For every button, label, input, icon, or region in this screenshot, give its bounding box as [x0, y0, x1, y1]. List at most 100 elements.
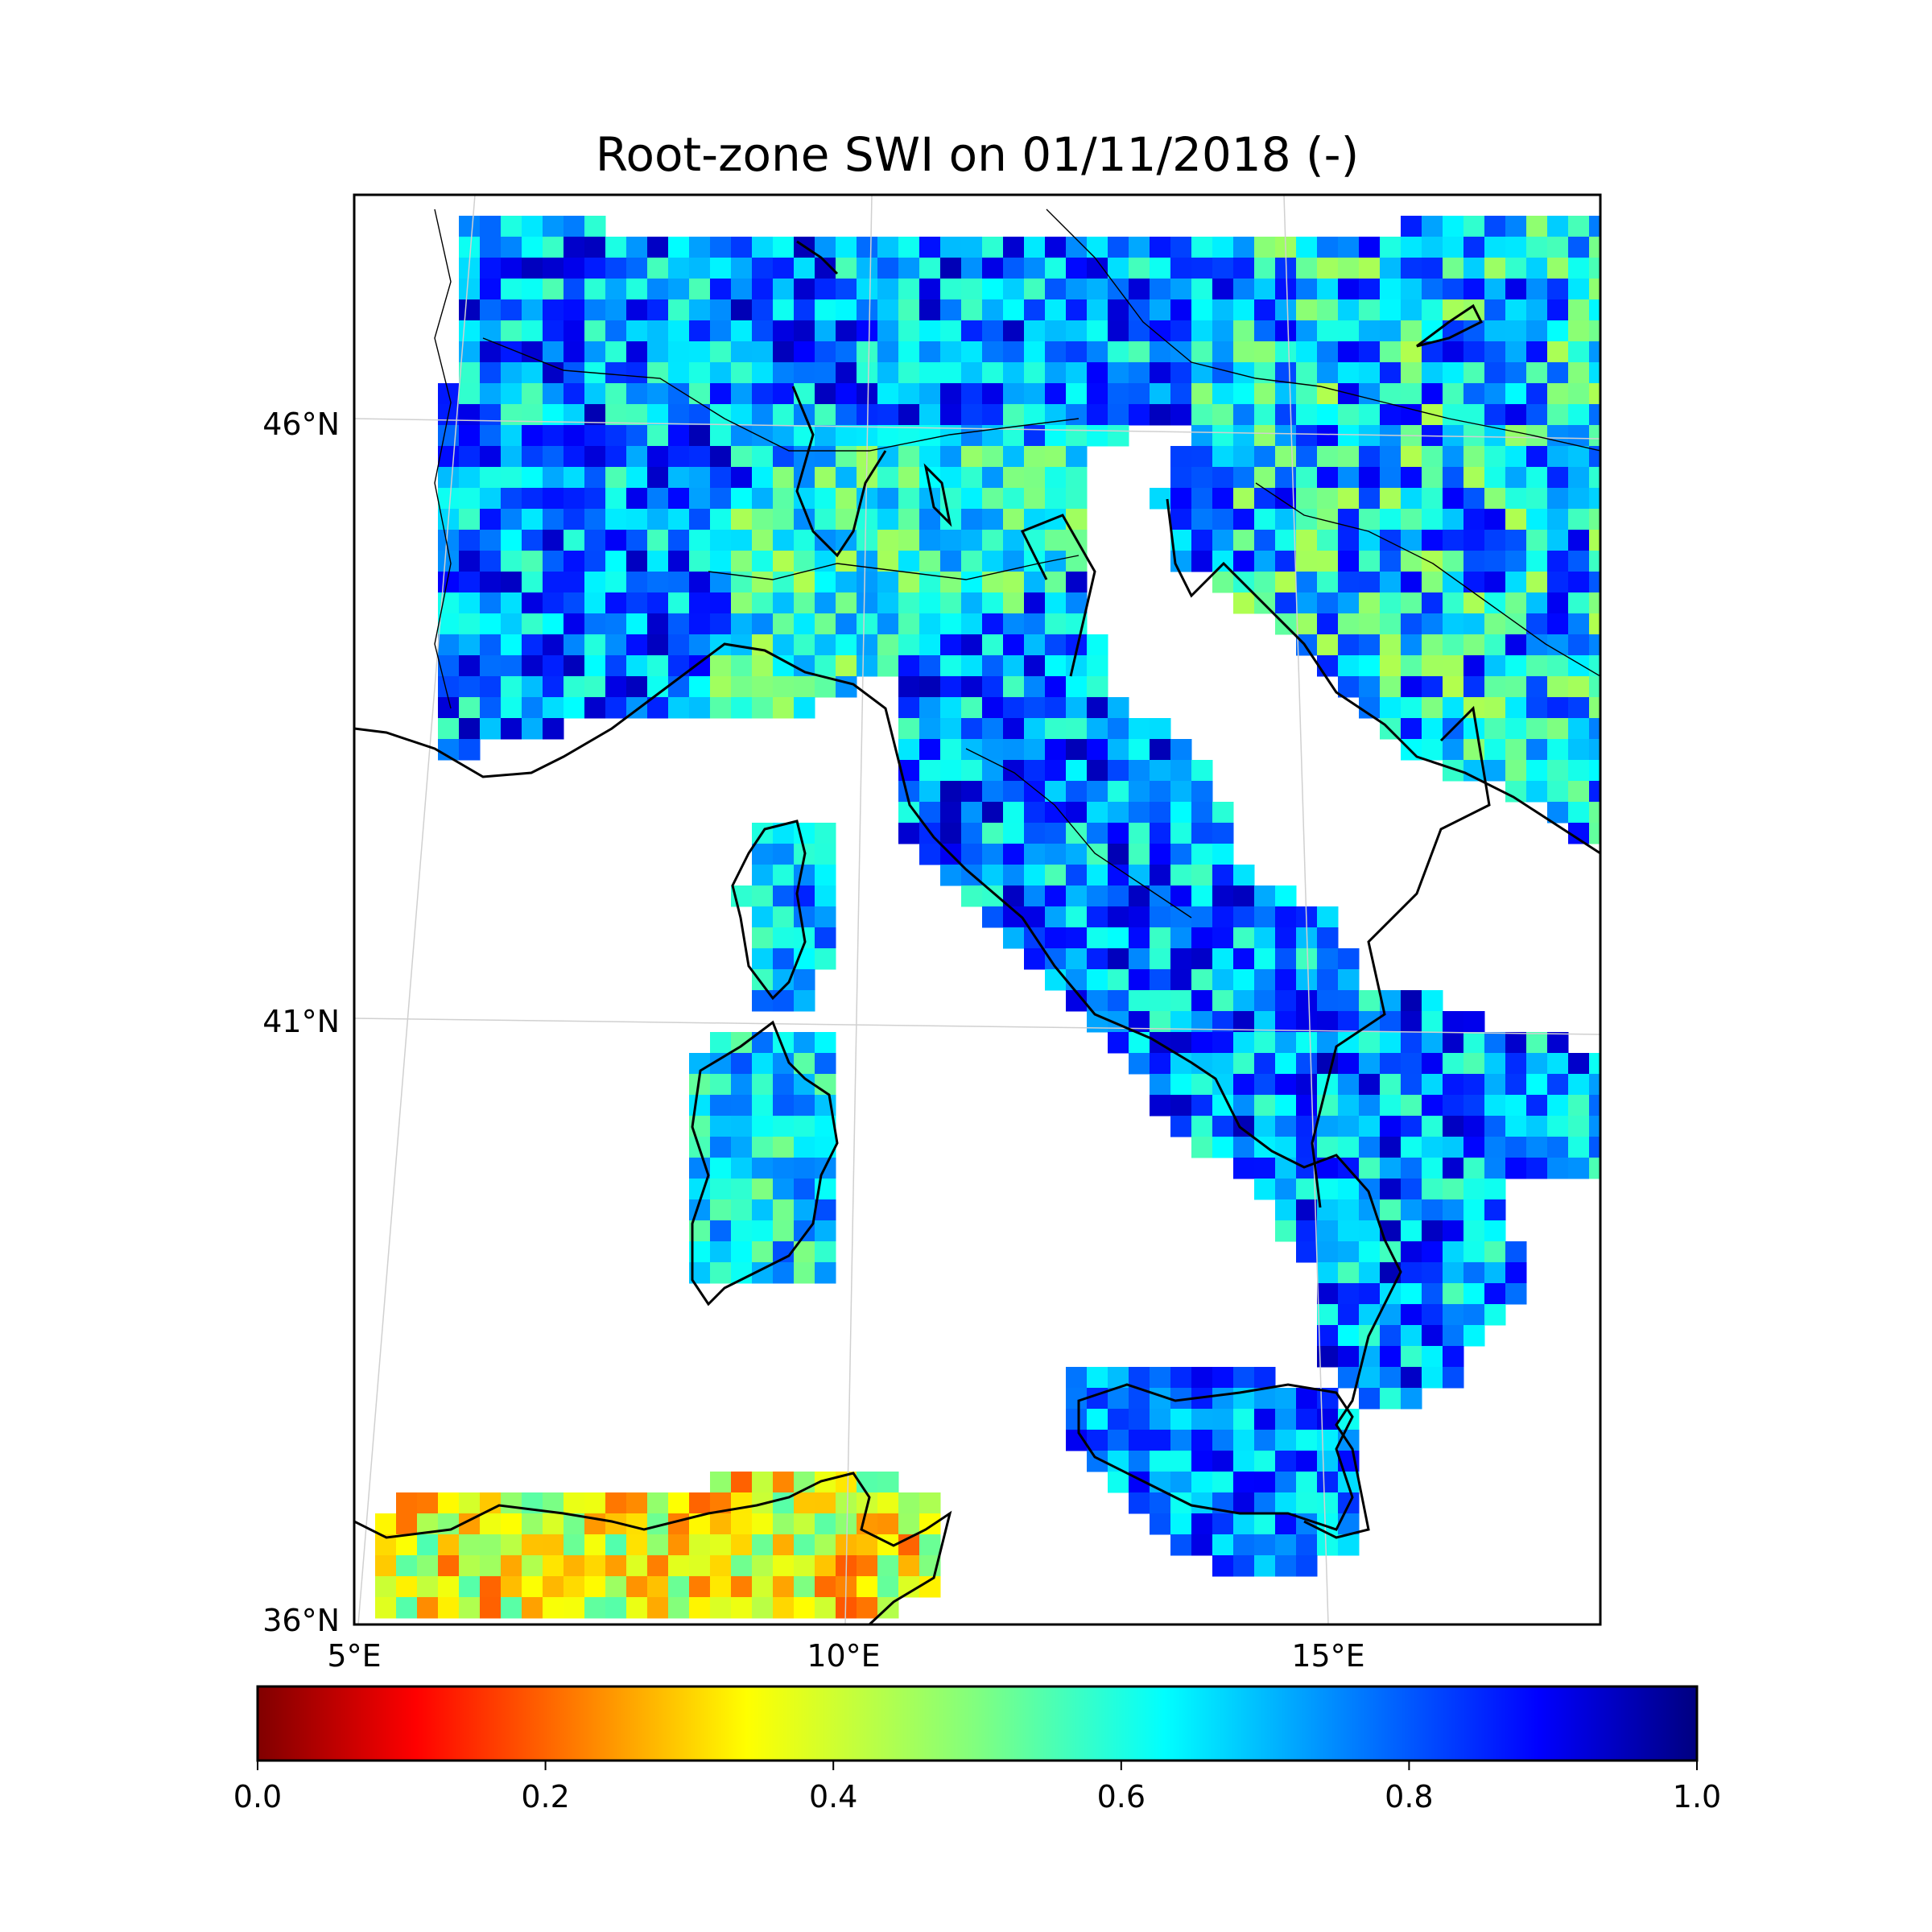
swi-cell [961, 320, 983, 342]
swi-cell [1484, 237, 1506, 258]
swi-cell [522, 634, 543, 656]
swi-cell [1087, 299, 1108, 321]
swi-cell [438, 1576, 460, 1598]
swi-cell [438, 1492, 460, 1514]
swi-cell [689, 383, 711, 405]
swi-cell [1003, 865, 1025, 886]
swi-cell [1170, 1472, 1192, 1493]
swi-cell [1568, 676, 1590, 698]
swi-cell [605, 237, 627, 258]
swi-cell [1003, 927, 1025, 949]
swi-cell [836, 404, 857, 426]
swi-cell [668, 1597, 690, 1619]
swi-cell [1359, 1388, 1381, 1410]
swi-cell [459, 425, 481, 447]
swi-cell [1108, 886, 1129, 907]
swi-cell [961, 781, 983, 803]
swi-cell [1443, 572, 1464, 593]
swi-cell [1170, 948, 1192, 970]
swi-cell [898, 676, 920, 698]
swi-cell [710, 655, 732, 677]
swi-cell [1254, 341, 1276, 363]
swi-cell [1401, 1346, 1422, 1368]
swi-cell [1296, 1534, 1318, 1556]
swi-cell [1505, 425, 1527, 447]
swi-cell [1505, 1241, 1527, 1263]
swi-cell [794, 969, 815, 991]
swi-cell [731, 676, 753, 698]
swi-cell [1296, 613, 1318, 635]
swi-cell [961, 509, 983, 530]
swi-cell [898, 467, 920, 489]
swi-cell [1191, 341, 1213, 363]
swi-cell [1589, 446, 1600, 468]
swi-cell [919, 509, 941, 530]
swi-cell [459, 530, 481, 551]
swi-cell [877, 320, 899, 342]
swi-cell [1359, 446, 1381, 468]
swi-cell [815, 844, 836, 865]
swi-cell [1087, 927, 1108, 949]
swi-cell [1359, 1074, 1381, 1096]
swi-cell [605, 1597, 627, 1619]
swi-cell [1003, 299, 1025, 321]
swi-cell [1150, 1430, 1171, 1451]
swi-cell [1589, 362, 1600, 384]
swi-cell [1150, 739, 1171, 761]
swi-cell [773, 1095, 795, 1117]
swi-cell [1484, 739, 1506, 761]
swi-cell [647, 279, 669, 300]
swi-cell [1087, 739, 1108, 761]
swi-cell [940, 781, 962, 803]
swi-cell [522, 1597, 543, 1619]
swi-cell [1589, 530, 1600, 551]
swi-cell [1129, 320, 1150, 342]
swi-cell [375, 1576, 397, 1598]
swi-cell [480, 676, 502, 698]
swi-cell [1317, 446, 1339, 468]
swi-cell [626, 404, 648, 426]
swi-cell [1003, 509, 1025, 530]
swi-cell [668, 1555, 690, 1577]
swi-cell [1129, 802, 1150, 824]
swi-cell [1338, 1137, 1360, 1158]
swi-cell [919, 320, 941, 342]
swi-cell [1212, 1388, 1234, 1410]
swi-cell [815, 404, 836, 426]
swi-cell [1359, 1053, 1381, 1075]
swi-cell [1254, 1472, 1276, 1493]
swi-cell [1045, 634, 1067, 656]
swi-cell [1150, 1492, 1171, 1514]
swi-cell [815, 1534, 836, 1556]
swi-cell [1589, 1137, 1600, 1158]
swi-cell [1150, 886, 1171, 907]
swi-cell [1024, 739, 1046, 761]
swi-cell [543, 237, 564, 258]
swi-cell [1589, 425, 1600, 447]
swi-cell [1024, 760, 1046, 782]
colorbar-tick-label: 0.2 [521, 1779, 569, 1814]
swi-cell [1191, 425, 1213, 447]
swi-cell [1108, 865, 1129, 886]
swi-cell [982, 383, 1004, 405]
swi-cell [459, 592, 481, 614]
swi-cell [1422, 1283, 1443, 1305]
swi-cell [1233, 425, 1255, 447]
swi-cell [1045, 488, 1067, 510]
swi-cell [1024, 258, 1046, 279]
swi-cell [1191, 530, 1213, 551]
swi-cell [1443, 362, 1464, 384]
swi-cell [522, 530, 543, 551]
swi-cell [982, 551, 1004, 572]
swi-cell [1589, 509, 1600, 530]
swi-cell [1150, 320, 1171, 342]
swi-cell [1108, 1409, 1129, 1430]
swi-cell [1003, 823, 1025, 844]
swi-cell [1568, 551, 1590, 572]
swi-cell [522, 299, 543, 321]
swi-cell [396, 1555, 418, 1577]
swi-cell [647, 1555, 669, 1577]
swi-cell [459, 404, 481, 426]
swi-cell [1317, 320, 1339, 342]
swi-cell [1170, 1074, 1192, 1096]
